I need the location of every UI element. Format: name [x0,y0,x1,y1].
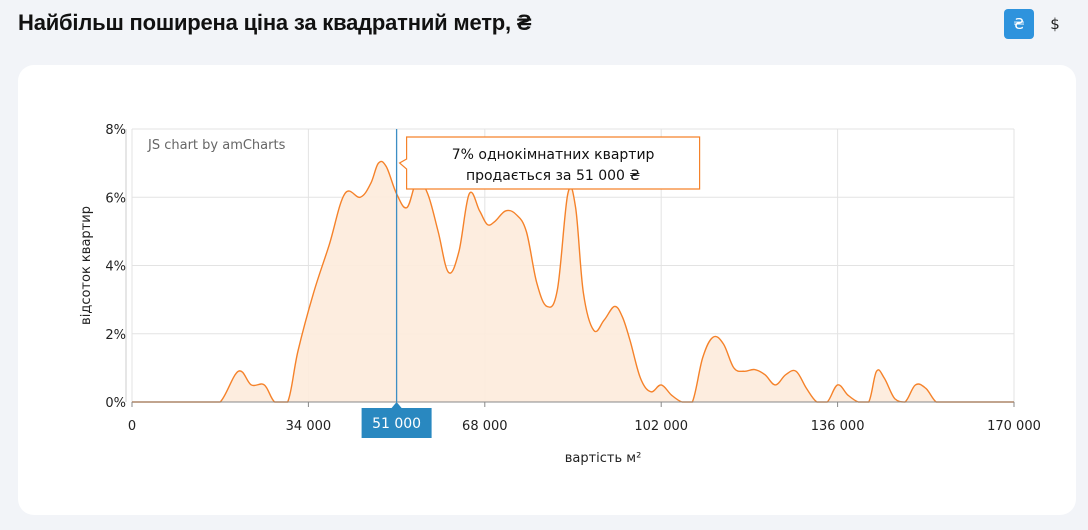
x-axis-title: вартість м² [565,451,642,466]
price-distribution-chart[interactable]: 0% 2% 4% 6% 8% 0 34 000 68 000 102 000 136 000 170… [18,65,1076,515]
chart-credit[interactable]: JS chart by amCharts [147,138,286,153]
tooltip-box [398,136,701,190]
y-axis-title: відсоток квартир [79,206,94,325]
x-tick-label: 34 000 [286,419,332,434]
x-tick-label: 136 000 [811,419,865,434]
cursor-label-box [361,408,432,438]
y-tick-label: 2% [105,328,126,343]
cursor-x-label: 51 000 [372,416,421,432]
tooltip-line-2: продається за 51 000 ₴ [466,168,640,184]
currency-switch: ₴ $ [1004,9,1070,39]
page-title: Найбільш поширена ціна за квадратний мет… [18,10,532,35]
series-area-fill [132,161,1014,402]
y-tick-label: 6% [105,191,126,206]
series-line[interactable] [131,160,1014,403]
axes: 0% 2% 4% 6% 8% 0 34 000 68 000 102 000 136 000 170… [79,123,1041,466]
y-tick-label: 8% [105,123,126,138]
cursor-label-pointer [391,402,402,408]
y-tick-label: 0% [105,396,126,411]
x-tick-label: 0 [128,419,136,434]
currency-uah-button[interactable]: ₴ [1004,9,1034,39]
tooltip-line-1: 7% однокімнатних квартир [452,147,655,163]
y-tick-label: 4% [105,260,126,275]
x-tick-label: 102 000 [634,419,688,434]
currency-usd-button[interactable]: $ [1040,9,1070,39]
x-tick-label: 68 000 [462,419,508,434]
chart-card: 0% 2% 4% 6% 8% 0 34 000 68 000 102 000 136 000 170… [18,65,1076,515]
chart-cursor: 51 000 7% однокімнатних квартир продається… [361,129,701,438]
x-tick-label: 170 000 [987,419,1041,434]
